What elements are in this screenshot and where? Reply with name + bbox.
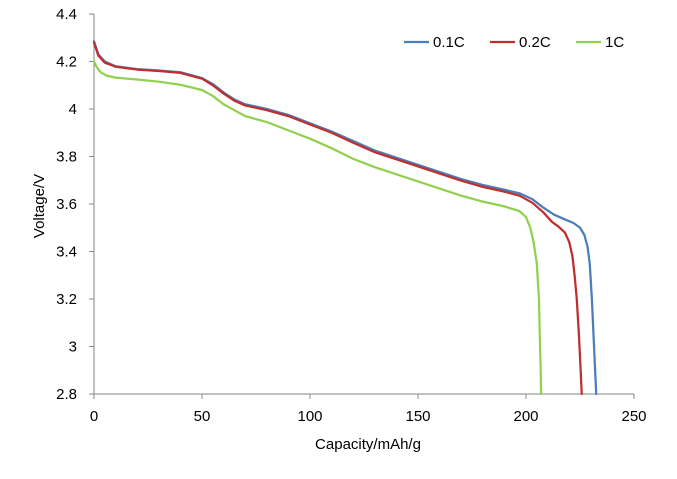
x-tick-label: 150	[405, 408, 430, 425]
legend-label: 0.2C	[519, 34, 551, 51]
x-tick-label: 250	[621, 408, 646, 425]
series-line-0-1c	[92, 40, 598, 396]
y-tick-label: 4	[69, 101, 77, 118]
x-axis-title: Capacity/mAh/g	[315, 436, 421, 453]
y-tick-label: 3.4	[56, 244, 77, 261]
x-tick-label: 0	[90, 408, 98, 425]
series-line-0-2c	[92, 41, 583, 396]
legend-label: 1C	[605, 34, 624, 51]
y-tick-label: 3.2	[56, 291, 77, 308]
series-layer	[92, 40, 598, 396]
y-tick-label: 3	[69, 339, 77, 356]
x-tick-label: 50	[194, 408, 211, 425]
y-tick-label: 2.8	[56, 386, 77, 403]
x-tick-label: 100	[297, 408, 322, 425]
y-tick-label: 4.2	[56, 54, 77, 71]
x-tick-label: 200	[513, 408, 538, 425]
y-tick-label: 3.6	[56, 196, 77, 213]
series-line-1c	[92, 60, 543, 396]
y-tick-label: 4.4	[56, 6, 77, 23]
y-tick-label: 3.8	[56, 149, 77, 166]
legend: 0.1C 0.2C 1C	[404, 34, 624, 51]
y-axis-title: Voltage/V	[31, 174, 48, 238]
axes: 2.8 3 3.2 3.4 3.6 3.8 4 4.2 4.4 0 50 100 150 200 250	[56, 6, 646, 425]
legend-label: 0.1C	[433, 34, 465, 51]
